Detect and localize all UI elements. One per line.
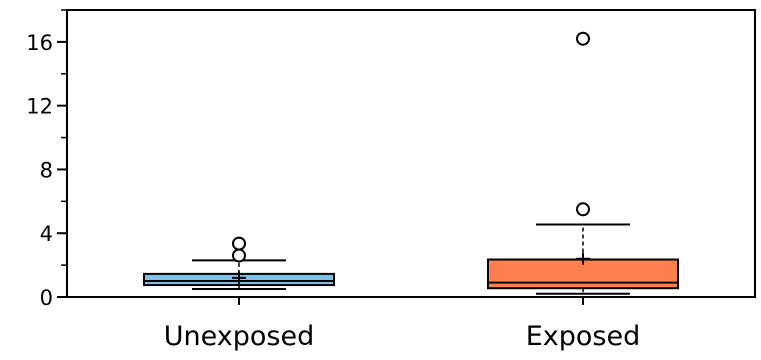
outlier-point bbox=[576, 31, 590, 46]
outlier-point bbox=[576, 202, 590, 217]
box-group-exposed bbox=[487, 31, 679, 295]
x-category-label: Exposed bbox=[526, 321, 641, 352]
x-category-label: Unexposed bbox=[164, 321, 314, 352]
plot-frame bbox=[66, 9, 756, 298]
outlier-point bbox=[232, 236, 246, 251]
y-tick-label: 8 bbox=[40, 158, 53, 182]
box-group-unexposed bbox=[143, 236, 335, 291]
outlier-point bbox=[232, 248, 246, 263]
boxes bbox=[143, 31, 679, 295]
axes: 0 4 8 12 16 Unexposed Exposed bbox=[26, 9, 756, 352]
y-tick-label: 0 bbox=[40, 286, 53, 310]
y-tick-label: 16 bbox=[26, 31, 53, 55]
y-tick-label: 4 bbox=[40, 222, 53, 246]
y-tick-label: 12 bbox=[26, 95, 53, 119]
